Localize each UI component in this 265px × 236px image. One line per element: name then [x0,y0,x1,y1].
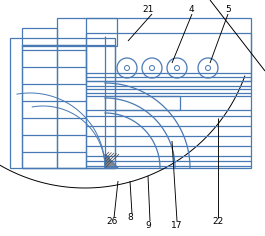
Circle shape [205,66,210,71]
Bar [10,38,115,168]
Circle shape [125,66,130,71]
Circle shape [142,58,162,78]
Bar [22,45,57,168]
Text: 17: 17 [171,220,183,229]
Text: 4: 4 [188,5,194,14]
Bar [57,18,117,46]
Bar [86,18,251,168]
Text: 22: 22 [212,218,224,227]
Text: 8: 8 [127,214,133,223]
Polygon shape [105,154,118,168]
Bar [57,45,86,168]
Text: 9: 9 [145,220,151,229]
Text: 26: 26 [106,218,118,227]
Circle shape [174,66,179,71]
Bar [105,96,180,110]
Circle shape [117,58,137,78]
Bar [22,28,57,46]
Text: 21: 21 [142,5,154,14]
Bar [22,45,115,168]
Text: 5: 5 [225,5,231,14]
Circle shape [167,58,187,78]
Bar [86,33,251,81]
Circle shape [149,66,154,71]
Circle shape [198,58,218,78]
